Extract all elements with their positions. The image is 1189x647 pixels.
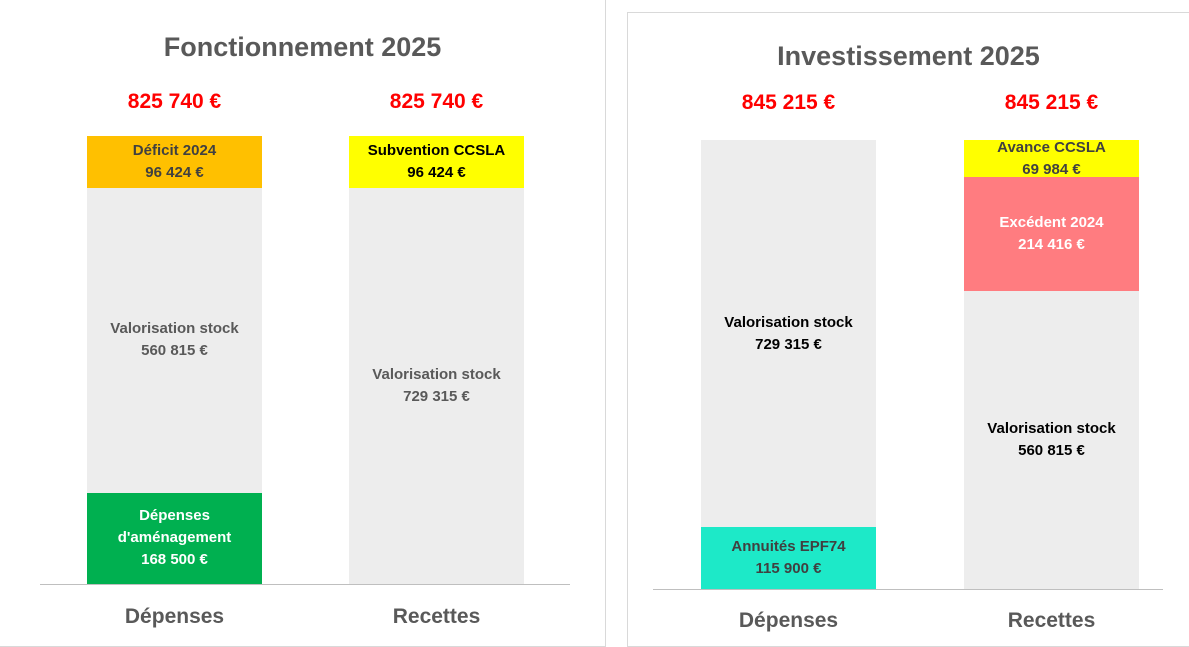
segment-name: Valorisation stock xyxy=(987,420,1116,438)
segment-name: Excédent 2024 xyxy=(999,214,1104,232)
segment-name: Valorisation stock xyxy=(372,366,501,384)
segment-value: 560 815 € xyxy=(1018,442,1085,460)
bar-segment: Valorisation stock 729 315 € xyxy=(349,188,524,584)
bar-segment: Avance CCSLA 69 984 € xyxy=(964,138,1139,178)
x-category-label: Dépenses xyxy=(124,605,225,628)
chart-panel: Fonctionnement 2025 825 740 € Dépenses Dépe… xyxy=(0,0,606,647)
bar: Dépenses d'aménagement 168 500 € Valorisat… xyxy=(87,136,262,584)
bar-segment: Annuités EPF74 115 900 € xyxy=(701,527,876,589)
segment-value: 729 315 € xyxy=(403,388,470,406)
x-category-label: Recettes xyxy=(392,605,481,628)
segment-value: 729 315 € xyxy=(755,335,822,353)
x-category-label: Dépenses xyxy=(738,609,839,632)
bar-segment: Subvention CCSLA 96 424 € xyxy=(349,136,524,189)
segment-name: Subvention CCSLA xyxy=(367,142,506,160)
segment-name: Annuités EPF74 xyxy=(731,538,846,556)
bar-segment: Valorisation stock 729 315 € xyxy=(701,140,876,528)
bar: Valorisation stock 560 815 € Excédent 2024… xyxy=(964,138,1139,589)
segment-value: 115 900 € xyxy=(755,560,822,578)
axis-line xyxy=(653,589,1163,590)
segment-name: Avance CCSLA xyxy=(997,138,1106,156)
chart-title: Fonctionnement 2025 xyxy=(163,32,442,62)
bar-total: 825 740 € xyxy=(127,90,222,113)
segment-value: 168 500 € xyxy=(141,551,208,569)
segment-value: 69 984 € xyxy=(1022,160,1081,178)
bar-total: 845 215 € xyxy=(1004,91,1099,114)
bar-total: 845 215 € xyxy=(741,91,836,114)
bar-segment: Excédent 2024 214 416 € xyxy=(964,177,1139,292)
x-category-label: Recettes xyxy=(1007,609,1096,632)
segment-name: Valorisation stock xyxy=(110,320,239,338)
segment-name: Déficit 2024 xyxy=(132,142,217,160)
axis-line xyxy=(40,584,570,585)
bar: Annuités EPF74 115 900 € Valorisation stoc… xyxy=(701,140,876,589)
chart-title: Investissement 2025 xyxy=(777,41,1040,71)
bar-segment: Dépenses d'aménagement 168 500 € xyxy=(87,492,262,584)
bar-segment: Valorisation stock 560 815 € xyxy=(87,188,262,493)
bar-total: 825 740 € xyxy=(389,90,484,113)
segment-value: 560 815 € xyxy=(141,342,208,360)
segment-value: 96 424 € xyxy=(407,164,466,182)
segment-name: Valorisation stock xyxy=(724,313,853,331)
segment-name: Dépenses d'aménagement xyxy=(117,507,232,547)
bar: Valorisation stock 729 315 € Subvention CC… xyxy=(349,136,524,584)
segment-value: 96 424 € xyxy=(145,164,204,182)
bar-segment: Déficit 2024 96 424 € xyxy=(87,136,262,189)
bar-segment: Valorisation stock 560 815 € xyxy=(964,291,1139,589)
segment-value: 214 416 € xyxy=(1018,236,1085,254)
chart-panel: Investissement 2025 845 215 € Dépenses Annu… xyxy=(627,12,1189,647)
